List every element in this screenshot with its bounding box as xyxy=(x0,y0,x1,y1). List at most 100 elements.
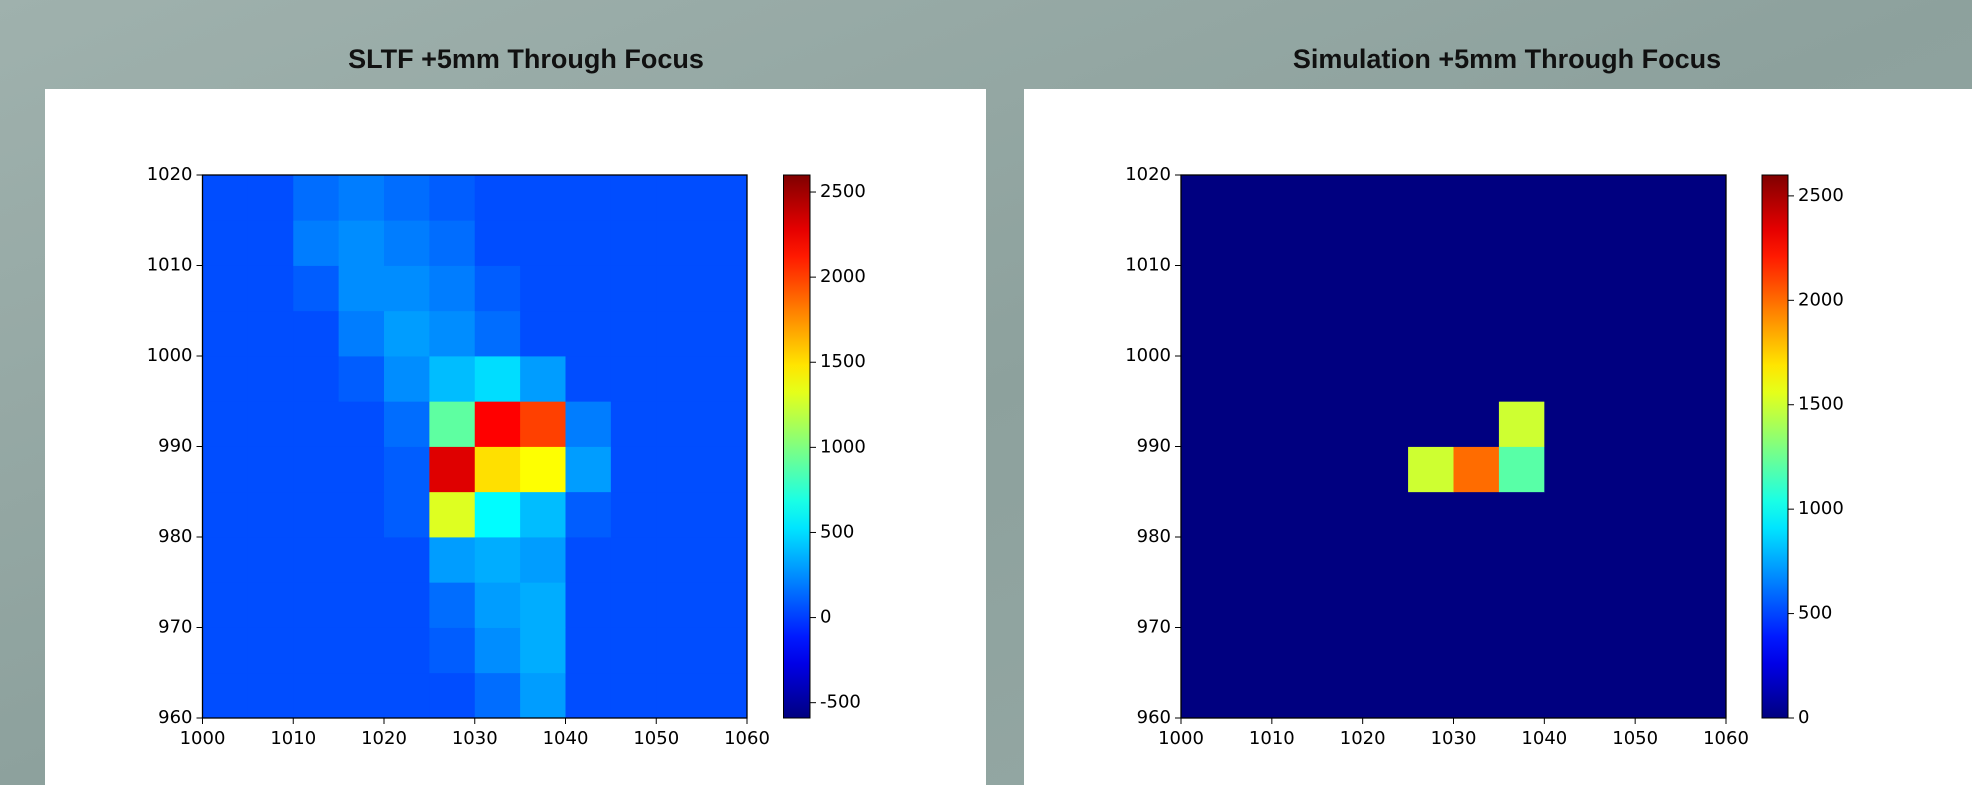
heatmap-cell xyxy=(384,582,430,628)
heatmap-cell xyxy=(1681,266,1727,312)
heatmap-cell xyxy=(1181,220,1227,266)
colorbar-tick-label: 1500 xyxy=(1798,394,1844,415)
colorbar-tick-label: 2500 xyxy=(1798,185,1844,206)
heatmap-cell xyxy=(1363,220,1409,266)
heatmap-cell xyxy=(293,673,339,719)
heatmap-cell xyxy=(1499,311,1545,357)
heatmap-cell xyxy=(475,266,521,312)
heatmap-cell xyxy=(566,537,612,583)
heatmap-cell xyxy=(475,673,521,719)
heatmap-cell xyxy=(1544,582,1590,628)
heatmap-cell xyxy=(1590,311,1636,357)
slide: SLTF +5mm Through Focus Simulation +5mm … xyxy=(0,0,1972,785)
heatmap-cell xyxy=(1408,175,1454,221)
heatmap-cell xyxy=(1590,356,1636,402)
heatmap-cell xyxy=(1635,401,1681,447)
heatmap-cell xyxy=(1181,401,1227,447)
heatmap-cell xyxy=(566,220,612,266)
heatmap-cell xyxy=(1272,582,1318,628)
heatmap-cell xyxy=(1681,492,1727,538)
heatmap-cell xyxy=(611,492,657,538)
heatmap-cell xyxy=(1590,582,1636,628)
heatmap-cell xyxy=(1544,401,1590,447)
heatmap-cell xyxy=(339,220,385,266)
heatmap-cell xyxy=(520,311,566,357)
heatmap-cell xyxy=(248,628,294,674)
heatmap-cell xyxy=(248,266,294,312)
heatmap-cell xyxy=(429,401,475,447)
heatmap-cell xyxy=(1363,447,1409,493)
heatmap-cell xyxy=(1544,311,1590,357)
heatmap-cell xyxy=(1181,175,1227,221)
heatmap-cell xyxy=(1499,175,1545,221)
x-tick-label: 1020 xyxy=(361,728,407,749)
heatmap-cell xyxy=(339,582,385,628)
heatmap-cell xyxy=(1226,175,1272,221)
heatmap-cell xyxy=(566,492,612,538)
heatmap-cell xyxy=(1317,537,1363,583)
heatmap-cell xyxy=(475,447,521,493)
heatmap-cell xyxy=(248,311,294,357)
heatmap-cell xyxy=(475,537,521,583)
heatmap-cell xyxy=(339,537,385,583)
heatmap-cell xyxy=(1681,401,1727,447)
heatmap-cell xyxy=(293,220,339,266)
heatmap-cell xyxy=(1317,628,1363,674)
heatmap-cell xyxy=(248,537,294,583)
heatmap-cell xyxy=(384,537,430,583)
heatmap-cell xyxy=(293,492,339,538)
heatmap-cell xyxy=(566,311,612,357)
heatmap-cell xyxy=(429,311,475,357)
heatmap-cell xyxy=(1363,492,1409,538)
heatmap-cell xyxy=(702,401,748,447)
colorbar-tick-label: 0 xyxy=(820,607,831,628)
heatmap-cell xyxy=(429,447,475,493)
heatmap-cell xyxy=(1499,537,1545,583)
heatmap-cell xyxy=(293,175,339,221)
colorbar-tick-label: 0 xyxy=(1798,707,1809,728)
heatmap-cell xyxy=(1544,356,1590,402)
heatmap-cell xyxy=(1272,492,1318,538)
heatmap-cell xyxy=(1454,311,1500,357)
heatmap-cell xyxy=(339,628,385,674)
colorbar-tick-label: 1000 xyxy=(1798,498,1844,519)
heatmap-cell xyxy=(1408,220,1454,266)
heatmap-cell xyxy=(293,628,339,674)
heatmap-cell xyxy=(384,175,430,221)
colorbar-tick-label: 1500 xyxy=(820,351,866,372)
heatmap-cell xyxy=(1681,356,1727,402)
heatmap-cell xyxy=(520,447,566,493)
heatmap-cell xyxy=(702,582,748,628)
heatmap-cell xyxy=(656,582,702,628)
heatmap-cell xyxy=(1635,311,1681,357)
heatmap-cell xyxy=(566,582,612,628)
heatmap-cell xyxy=(1317,673,1363,719)
heatmap-cell xyxy=(293,356,339,402)
heatmap-cell xyxy=(429,266,475,312)
heatmap-cell xyxy=(1590,175,1636,221)
heatmap-cell xyxy=(1499,673,1545,719)
x-tick-label: 1010 xyxy=(270,728,316,749)
x-tick-label: 1050 xyxy=(633,728,679,749)
heatmap-cell xyxy=(339,401,385,447)
x-tick-label: 1020 xyxy=(1340,728,1386,749)
y-tick-label: 1020 xyxy=(1125,164,1171,185)
heatmap-cell xyxy=(520,492,566,538)
heatmap-cell xyxy=(1408,537,1454,583)
heatmap-cell xyxy=(293,311,339,357)
heatmap-cell xyxy=(1226,401,1272,447)
x-tick-label: 1010 xyxy=(1249,728,1295,749)
heatmap-cell xyxy=(1363,266,1409,312)
page: {"chart_data": [ {"type": "heatmap", "ti… xyxy=(0,0,1972,785)
heatmap-cell xyxy=(384,266,430,312)
heatmap-cell xyxy=(702,492,748,538)
heatmap-cell xyxy=(520,628,566,674)
heatmap-cell xyxy=(702,447,748,493)
heatmap-cell xyxy=(429,673,475,719)
heatmap-cell xyxy=(1544,266,1590,312)
heatmap-cell xyxy=(203,537,249,583)
heatmap-cell xyxy=(702,175,748,221)
heatmap-cell xyxy=(1544,175,1590,221)
heatmap-cell xyxy=(702,311,748,357)
heatmap-cell xyxy=(1181,582,1227,628)
